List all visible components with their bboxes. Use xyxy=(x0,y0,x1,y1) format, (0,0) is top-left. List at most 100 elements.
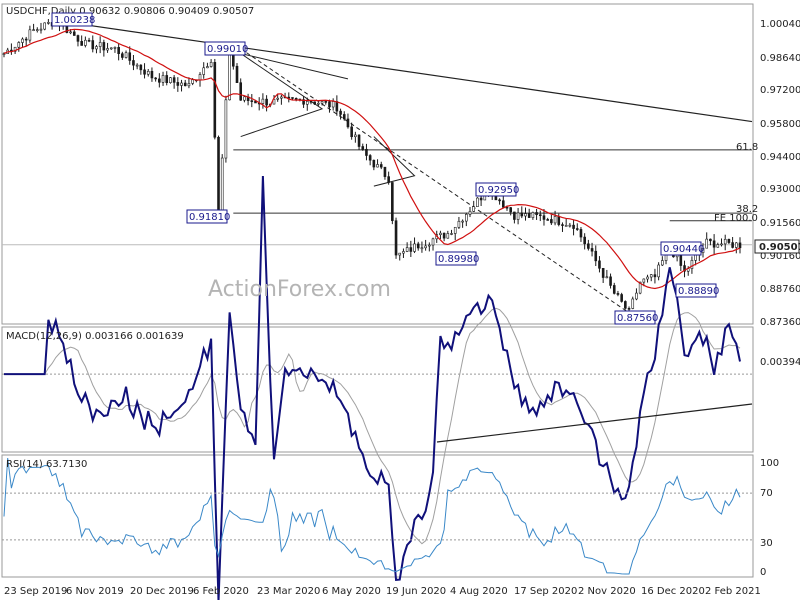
candle-body xyxy=(653,274,657,278)
candle-body xyxy=(372,159,376,168)
candle-body xyxy=(158,78,161,83)
candle-body xyxy=(546,219,549,221)
candle-body xyxy=(616,293,620,295)
annotation-label: 0.91810 xyxy=(189,212,230,223)
candle-body xyxy=(587,243,590,249)
candle-body xyxy=(553,216,557,224)
candle-body xyxy=(402,251,405,254)
current-price-tag xyxy=(754,239,800,254)
current-price-label: 0.90507 xyxy=(759,242,800,253)
annotation-label: 0.90440 xyxy=(663,244,704,255)
candle-body xyxy=(727,238,731,243)
candle-body xyxy=(354,134,357,138)
candle-body xyxy=(113,47,117,49)
date-tick: 20 Dec 2019 xyxy=(130,586,194,597)
candle-body xyxy=(453,226,457,234)
date-tick: 23 Sep 2019 xyxy=(4,586,67,597)
candle-body xyxy=(738,242,742,249)
candle-body xyxy=(209,62,213,67)
candle-body xyxy=(213,62,217,138)
candle-body xyxy=(605,276,609,279)
candle-body xyxy=(183,82,187,87)
candle-body xyxy=(564,225,568,227)
annotation-label: 1.00238 xyxy=(54,15,95,26)
macd-title: MACD(12,26,9) 0.003166 0.001639 xyxy=(6,331,184,342)
candle-body xyxy=(320,101,324,104)
candle-body xyxy=(102,42,106,51)
price-tick: 0.90160 xyxy=(760,251,800,262)
candle-body xyxy=(287,96,291,99)
candle-body xyxy=(439,232,442,236)
candle-body xyxy=(542,215,546,220)
candle-body xyxy=(87,39,91,42)
rsi-tick: 70 xyxy=(760,488,773,499)
candle-body xyxy=(243,96,246,101)
candle-body xyxy=(690,260,694,269)
candle-body xyxy=(376,164,379,168)
candle-body xyxy=(176,82,180,86)
candle-body xyxy=(76,35,80,42)
candle-body xyxy=(620,294,623,302)
candle-body xyxy=(80,41,83,46)
candle-body xyxy=(516,212,520,220)
candle-body xyxy=(387,176,390,183)
candle-body xyxy=(305,100,309,105)
candle-body xyxy=(350,126,353,138)
candle-body xyxy=(276,97,279,100)
candle-body xyxy=(735,242,738,248)
candle-body xyxy=(117,47,120,54)
candle-body xyxy=(531,212,535,218)
rsi-line xyxy=(3,457,741,575)
candle-body xyxy=(479,197,483,201)
candle-body xyxy=(98,42,102,47)
candle-body xyxy=(557,216,561,225)
price-tick: 1.00040 xyxy=(760,19,800,30)
annotation-box xyxy=(475,182,517,197)
candle-body xyxy=(317,102,320,105)
candle-body xyxy=(191,79,194,84)
candle-body xyxy=(35,29,39,31)
candle-body xyxy=(538,214,542,217)
price-axis: 1.00040 0.98640 0.97200 0.95800 0.94400 … xyxy=(760,19,800,328)
level-lines xyxy=(2,149,752,246)
candle-body xyxy=(235,65,239,83)
candle-body xyxy=(476,197,479,207)
candle-body xyxy=(601,267,605,278)
candle-body xyxy=(457,220,461,228)
candle-body xyxy=(572,224,575,229)
candle-body xyxy=(635,292,638,300)
candle-body xyxy=(47,22,50,24)
date-tick: 6 Nov 2019 xyxy=(66,586,124,597)
candle-body xyxy=(575,228,579,230)
annotation-label: 0.89980 xyxy=(438,254,479,265)
candle-body xyxy=(424,245,427,249)
candle-body xyxy=(694,254,697,261)
candle-body xyxy=(161,75,165,83)
candle-body xyxy=(413,243,416,252)
candle-body xyxy=(217,136,220,214)
date-tick: 6 Feb 2020 xyxy=(193,586,249,597)
candle-body xyxy=(709,238,712,242)
candle-body xyxy=(72,31,76,36)
date-tick: 2 Feb 2021 xyxy=(705,586,761,597)
price-tick: 0.87360 xyxy=(760,317,800,328)
ma-line xyxy=(3,28,741,290)
candle-body xyxy=(342,114,346,120)
candle-body xyxy=(228,49,231,101)
candle-body xyxy=(657,264,660,278)
candle-body xyxy=(169,77,172,83)
candle-body xyxy=(368,155,372,161)
candle-body xyxy=(265,98,268,106)
watermark: ActionForex.com xyxy=(208,277,391,302)
price-panel-frame xyxy=(1,3,754,325)
price-tick: 0.97200 xyxy=(760,85,800,96)
annotation-box xyxy=(186,209,228,224)
candle-body xyxy=(84,39,87,46)
candle-body xyxy=(224,99,228,159)
candle-body xyxy=(723,238,727,245)
price-tick: 0.91560 xyxy=(760,218,800,229)
candle-body xyxy=(720,243,723,246)
candle-body xyxy=(339,110,342,115)
candle-body xyxy=(294,97,298,100)
